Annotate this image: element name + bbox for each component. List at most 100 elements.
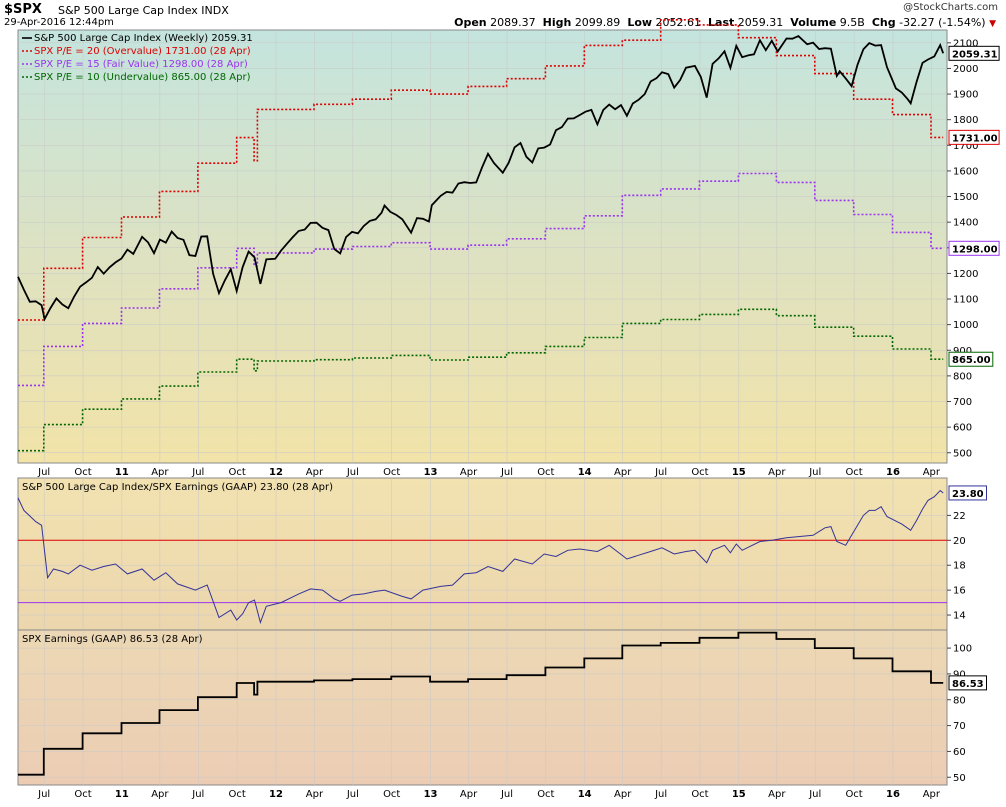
- x-tick-label: Apr: [151, 467, 169, 478]
- ticker-symbol: $SPX: [4, 2, 42, 17]
- y-tick-label: 1900: [953, 90, 978, 101]
- y-tick-label: 1600: [953, 166, 978, 177]
- y-tick-label: 70: [953, 721, 966, 732]
- site-watermark: @StockCharts.com: [903, 2, 998, 13]
- x-tick-label: Jul: [500, 789, 513, 800]
- legend-entry: SPX P/E = 20 (Overvalue) 1731.00 (28 Apr…: [34, 46, 251, 57]
- x-tick-label: Apr: [306, 467, 324, 478]
- y-tick-label: 800: [953, 371, 972, 382]
- y-tick-label: 90: [953, 669, 966, 680]
- x-tick-label: 16: [886, 789, 900, 800]
- last-value-box: [948, 240, 1000, 256]
- x-tick-label: Apr: [923, 467, 941, 478]
- y-tick-label: 22: [953, 511, 966, 522]
- y-tick-label: 600: [953, 423, 972, 434]
- open-label: Open: [454, 16, 487, 29]
- x-tick-label: Jul: [191, 467, 204, 478]
- high-label: High: [542, 16, 572, 29]
- earnings-line: [18, 631, 944, 776]
- x-tick-label: 12: [269, 467, 283, 478]
- x-tick-label: Oct: [537, 789, 554, 800]
- x-tick-label: 14: [578, 467, 592, 478]
- volume-label: Volume: [790, 16, 837, 29]
- last-label: Last: [708, 16, 735, 29]
- x-tick-label: Oct: [74, 467, 91, 478]
- legend-entry: SPX P/E = 10 (Undervalue) 865.00 (28 Apr…: [34, 72, 251, 83]
- open-value: 2089.37: [490, 16, 536, 29]
- last-value-box: [948, 45, 1000, 61]
- x-tick-label: Oct: [845, 789, 862, 800]
- x-tick-label: Apr: [614, 467, 632, 478]
- x-tick-label: 16: [886, 467, 900, 478]
- ticker-name: S&P 500 Large Cap Index INDX: [58, 4, 229, 17]
- y-tick-label: 2000: [953, 64, 978, 75]
- last-value-label: 86.53: [952, 679, 984, 690]
- high-value: 2099.89: [574, 16, 621, 29]
- x-tick-label: Oct: [691, 467, 708, 478]
- x-tick-label: 15: [732, 467, 746, 478]
- x-tick-label: 12: [269, 789, 283, 800]
- volume-value: 9.5B: [839, 16, 865, 29]
- y-tick-label: 80: [953, 695, 966, 706]
- down-arrow-icon: ▼: [989, 19, 996, 29]
- x-tick-label: 15: [732, 789, 746, 800]
- chg-value: -32.27 (-1.54%): [899, 16, 986, 29]
- y-tick-label: 1500: [953, 192, 978, 203]
- x-tick-label: Oct: [845, 467, 862, 478]
- x-tick-label: Oct: [74, 789, 91, 800]
- fair-value-line: [18, 172, 944, 387]
- x-tick-label: 14: [578, 789, 592, 800]
- chg-label: Chg: [871, 16, 896, 29]
- x-tick-label: Apr: [923, 789, 941, 800]
- x-tick-label: Jul: [191, 789, 204, 800]
- y-tick-label: 700: [953, 397, 972, 408]
- x-tick-label: Oct: [691, 789, 708, 800]
- y-tick-label: 1800: [953, 115, 978, 126]
- y-tick-label: 50: [953, 773, 966, 784]
- pe-ratio-panel: S&P 500 Large Cap Index/SPX Earnings (GA…: [17, 477, 987, 631]
- x-tick-label: Oct: [383, 789, 400, 800]
- x-tick-label: Apr: [460, 789, 478, 800]
- y-tick-label: 60: [953, 747, 966, 758]
- legend-entry: SPX P/E = 15 (Fair Value) 1298.00 (28 Ap…: [34, 59, 248, 70]
- x-tick-label: Jul: [808, 789, 821, 800]
- x-tick-label: Jul: [654, 789, 667, 800]
- y-tick-label: 1200: [953, 269, 978, 280]
- y-tick-label: 1100: [953, 295, 978, 306]
- x-tick-label: Oct: [229, 467, 246, 478]
- last-value: 2059.31: [737, 16, 784, 29]
- x-tick-label: Apr: [151, 789, 169, 800]
- last-value-label: 23.80: [952, 489, 984, 500]
- legend-entry: SPX Earnings (GAAP) 86.53 (28 Apr): [22, 634, 203, 645]
- last-value-box: [948, 351, 994, 367]
- price-line: [17, 35, 945, 322]
- x-tick-label: Jul: [37, 467, 50, 478]
- legend-entry: S&P 500 Large Cap Index/SPX Earnings (GA…: [22, 482, 333, 493]
- last-value-label: 1731.00: [952, 133, 998, 144]
- last-value-box: [948, 675, 987, 691]
- x-tick-label: 13: [424, 789, 438, 800]
- x-tick-label: Oct: [383, 467, 400, 478]
- last-value-label: 865.00: [952, 355, 991, 366]
- x-tick-label: Jul: [654, 467, 667, 478]
- x-tick-label: Apr: [768, 467, 786, 478]
- last-value-box: [948, 129, 1000, 145]
- x-tick-label: Apr: [460, 467, 478, 478]
- x-tick-label: 11: [115, 467, 129, 478]
- y-tick-label: 16: [953, 586, 966, 597]
- y-tick-label: 500: [953, 448, 972, 459]
- x-tick-label: Jul: [37, 789, 50, 800]
- last-value-label: 1298.00: [952, 244, 998, 255]
- earnings-panel: SPX Earnings (GAAP) 86.53 (28 Apr) 50 60 70…: [17, 629, 987, 800]
- x-tick-label: Oct: [537, 467, 554, 478]
- overvalue-line: [18, 19, 944, 321]
- x-tick-label: Apr: [306, 789, 324, 800]
- legend-entry: S&P 500 Large Cap Index (Weekly) 2059.31: [34, 33, 253, 44]
- y-tick-label: 20: [953, 536, 966, 547]
- x-tick-label: Jul: [346, 467, 359, 478]
- x-tick-label: Apr: [768, 789, 786, 800]
- x-tick-label: Oct: [229, 789, 246, 800]
- chart-header: $SPX S&P 500 Large Cap Index INDX 29-Apr…: [0, 0, 1006, 30]
- last-value-label: 2059.31: [952, 49, 998, 60]
